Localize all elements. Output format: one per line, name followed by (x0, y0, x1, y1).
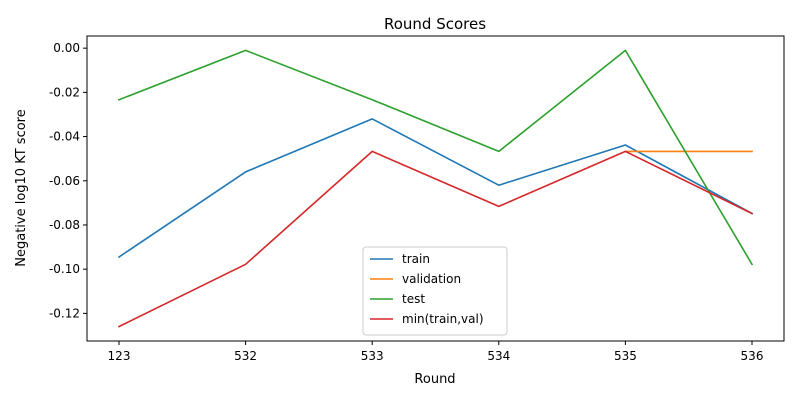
series-layer (117, 49, 754, 328)
y-axis-label: Negative log10 KT score (14, 109, 29, 267)
y-tick-label: -0.06 (49, 174, 80, 188)
legend: train validation test min(train,val) (362, 246, 508, 336)
chart-title: Round Scores (384, 15, 486, 33)
x-tick-label: 532 (234, 349, 257, 363)
x-tick-label: 534 (487, 349, 510, 363)
y-tick-label: -0.10 (49, 262, 80, 276)
series-line-min-train-val (117, 150, 754, 328)
x-tick-label: 533 (361, 349, 384, 363)
x-axis: 123 532 533 534 535 536 (108, 341, 764, 363)
y-tick-label: -0.02 (49, 85, 80, 99)
x-tick-label: 123 (108, 349, 131, 363)
x-axis-label: Round (414, 372, 455, 387)
legend-box (362, 246, 508, 336)
legend-label: validation (402, 272, 461, 286)
series-line-test (117, 49, 754, 266)
y-tick-label: 0.00 (53, 41, 80, 55)
y-tick-label: -0.04 (49, 130, 80, 144)
series-line-train (117, 118, 754, 259)
legend-label: test (402, 292, 425, 306)
x-tick-label: 535 (614, 349, 637, 363)
y-tick-label: -0.12 (49, 306, 80, 320)
legend-label: min(train,val) (402, 312, 484, 326)
y-tick-label: -0.08 (49, 218, 80, 232)
y-axis: 0.00 -0.02 -0.04 -0.06 -0.08 -0.10 -0.12 (49, 41, 87, 320)
legend-label: train (402, 252, 430, 266)
x-tick-label: 536 (741, 349, 764, 363)
plot-frame (86, 35, 785, 342)
